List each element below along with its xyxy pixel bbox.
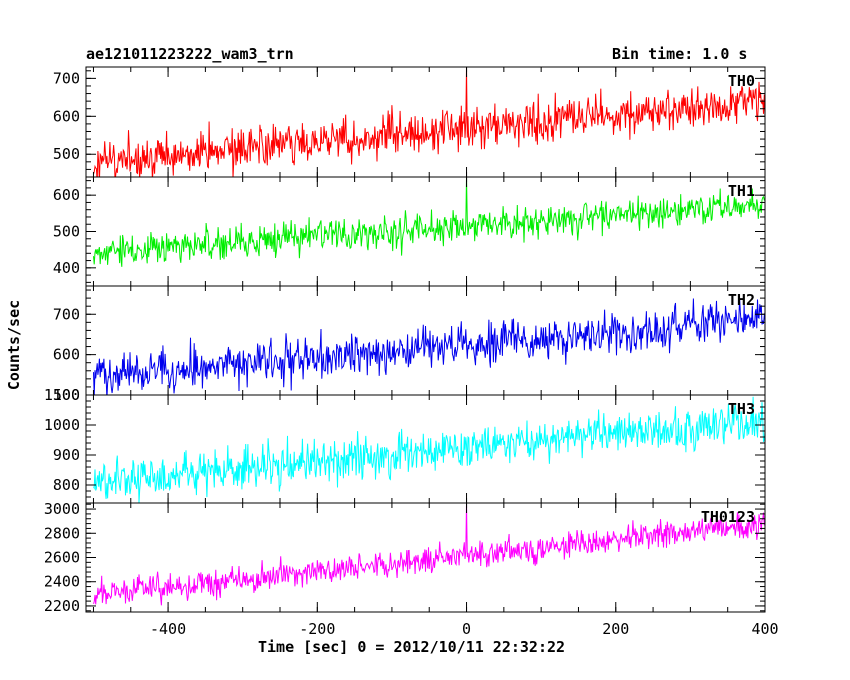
panel-label: TH1	[728, 182, 755, 200]
x-tick-label: 0	[462, 620, 471, 638]
y-tick-label: 3000	[44, 500, 80, 518]
x-axis-label: Time [sec] 0 = 2012/10/11 22:32:22	[258, 638, 566, 656]
panel-th0: 500 600 700 TH0	[53, 66, 766, 178]
panel-label: TH0123	[701, 508, 755, 526]
bin-time-label: Bin time: 1.0 s	[612, 45, 748, 63]
y-tick-label: 500	[53, 386, 80, 404]
y-tick-label: 600	[53, 186, 80, 204]
x-tick-label: -200	[299, 620, 335, 638]
x-tick-label: 400	[751, 620, 778, 638]
panel-th0123: 2200 2400 2600 2800 3000 TH0123	[44, 500, 766, 615]
panel-th1: 400 500 600 TH1	[53, 176, 766, 287]
series-line-th3	[93, 396, 765, 503]
y-tick-label: 700	[53, 305, 80, 323]
y-tick-label: 2800	[44, 524, 80, 542]
panel-label: TH2	[728, 291, 755, 309]
series-line-th0123	[93, 503, 765, 606]
y-tick-label: 700	[53, 69, 80, 87]
y-tick-label: 900	[53, 446, 80, 464]
series-line-th1	[93, 177, 765, 267]
y-axis-label: Counts/sec	[5, 299, 23, 391]
panel-label: TH0	[728, 72, 755, 90]
plot-title: ae121011223222_wam3_trn	[86, 45, 294, 63]
x-tick-label: -400	[150, 620, 186, 638]
y-tick-label: 800	[53, 476, 80, 494]
y-tick-label: 600	[53, 346, 80, 364]
panel-th2: 500 600 700 TH2	[53, 285, 766, 404]
series-line-th0	[93, 67, 765, 177]
y-tick-label: 500	[53, 145, 80, 163]
y-tick-label: 600	[53, 107, 80, 125]
y-tick-label: 500	[53, 223, 80, 241]
panel-label: TH3	[728, 400, 755, 418]
panel-frame	[85, 394, 766, 504]
panel-th3: 800 900 1000 1100 TH3	[44, 386, 766, 504]
y-tick-label: 1000	[44, 416, 80, 434]
y-tick-label: 2600	[44, 549, 80, 567]
x-tick-label: 200	[602, 620, 629, 638]
series-line-th2	[93, 297, 765, 395]
y-tick-label: 2200	[44, 597, 80, 615]
y-tick-label: 1100	[44, 386, 80, 404]
y-tick-label: 2400	[44, 573, 80, 591]
y-tick-label: 400	[53, 259, 80, 277]
